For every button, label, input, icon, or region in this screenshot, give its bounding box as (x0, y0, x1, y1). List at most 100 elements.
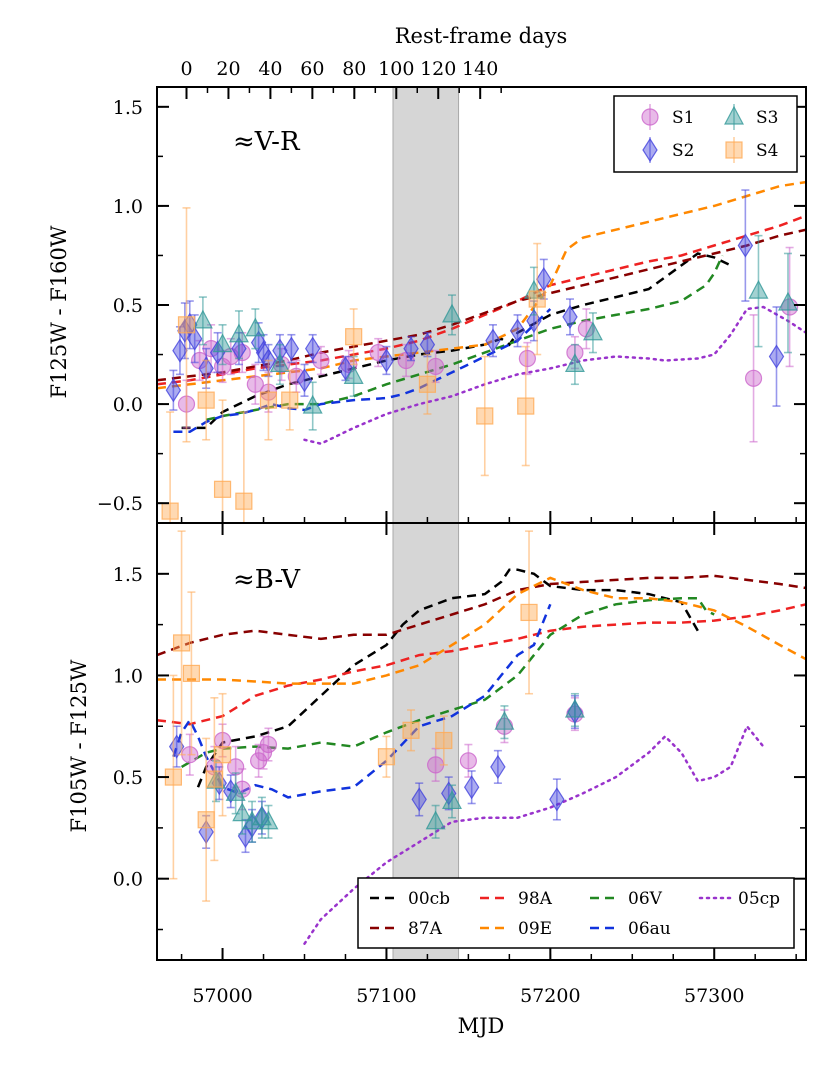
legend-label-98A: 98A (518, 889, 553, 909)
top-tick-label: 100 (378, 58, 414, 80)
data-point-S3 (245, 317, 266, 337)
data-point-S4 (259, 391, 278, 409)
y-tick-label: 1.5 (113, 564, 143, 586)
data-point-S3 (212, 333, 233, 353)
legend-label-06au: 06au (628, 919, 671, 939)
legend-label-06V: 06V (628, 889, 663, 909)
data-point-S4 (517, 397, 535, 415)
legend-bottom: 00cb 98A 06V 05cp 87A 09E 06au (357, 877, 795, 949)
data-point-S3 (343, 365, 364, 384)
plot-layer: −0.5 0.0 0.5 1.0 1.5 0.0 0.5 1.0 1.5 57000 57100 57… (97, 58, 807, 1007)
data-point-S3 (302, 394, 323, 414)
legend-label-S3: S3 (756, 108, 778, 128)
data-point-S2 (283, 336, 300, 361)
data-point-S3 (228, 323, 249, 343)
legend-marker-S4 (725, 141, 743, 159)
data-point-S3 (442, 790, 462, 810)
top-tick-label: 0 (180, 58, 192, 80)
data-point-S2 (485, 328, 501, 353)
panel-top-data (157, 180, 806, 523)
data-point-S1 (259, 735, 278, 754)
data-point-S3 (442, 303, 462, 323)
top-panel-annotation: ≈V-R (233, 127, 301, 157)
template-line-87A (157, 228, 806, 382)
data-point-S2 (509, 318, 526, 343)
y-tick-label: 0.0 (113, 394, 143, 416)
legend-label-S2: S2 (672, 141, 694, 161)
top-axis-label: Rest-frame days (395, 24, 568, 48)
panel-bottom-data (157, 530, 806, 945)
data-point-S2 (768, 344, 785, 369)
data-point-S4 (213, 480, 232, 498)
top-tick-label: 20 (216, 58, 240, 80)
top-tick-label: 120 (420, 58, 456, 80)
data-point-S2 (411, 787, 427, 812)
data-point-S3 (494, 710, 515, 730)
data-point-S4 (435, 731, 453, 750)
data-point-S4 (177, 316, 196, 334)
data-point-S4 (182, 664, 201, 683)
data-point-S1 (254, 744, 273, 762)
data-point-S4 (345, 328, 363, 346)
data-point-S3 (192, 309, 213, 329)
data-point-S3 (582, 321, 603, 341)
template-line-00cb (196, 568, 699, 788)
legend-top: S1 S2 S3 S4 (613, 95, 798, 173)
data-point-S3 (269, 353, 290, 373)
x-axis-label: MJD (458, 1014, 505, 1038)
data-point-S1 (427, 357, 445, 376)
x-tick-label: 57200 (520, 985, 580, 1007)
x-tick-label: 57000 (192, 985, 252, 1007)
y-tick-label: 1.5 (113, 97, 143, 119)
data-point-S3 (425, 810, 446, 830)
legend-top-frame (613, 95, 798, 173)
bottom-y-axis-label: F105W - F125W (67, 659, 91, 832)
template-line-06au (172, 603, 552, 799)
data-point-S4 (402, 721, 420, 739)
data-point-S1 (744, 369, 763, 387)
data-point-S2 (403, 336, 419, 361)
template-line-06V (205, 254, 724, 422)
data-point-S1 (246, 375, 264, 393)
data-point-S4 (528, 290, 546, 308)
legend-label-87A: 87A (408, 919, 443, 939)
data-point-S4 (197, 811, 215, 829)
data-point-S3 (206, 769, 226, 789)
data-point-S4 (476, 407, 494, 425)
data-point-S4 (235, 492, 253, 510)
y-tick-label: 0.0 (113, 869, 143, 891)
legend-label-05cp: 05cp (738, 889, 780, 909)
data-point-S4 (418, 375, 437, 393)
legend-label-09E: 09E (518, 919, 552, 939)
top-tick-label: 60 (300, 58, 324, 80)
data-point-S2 (165, 378, 182, 403)
data-point-S3 (777, 291, 798, 311)
data-point-S3 (564, 698, 585, 718)
legend-label-S1: S1 (672, 108, 694, 128)
data-point-S2 (378, 348, 395, 373)
data-point-S2 (549, 787, 565, 812)
data-point-S4 (205, 770, 223, 788)
bottom-panel-annotation: ≈B-V (233, 565, 301, 595)
legend-marker-S3 (724, 105, 744, 125)
data-point-S4 (377, 748, 396, 766)
data-point-S3 (564, 353, 585, 373)
shaded-region-top (392, 86, 460, 524)
legend-label-S4: S4 (756, 141, 778, 161)
top-tick-label: 40 (258, 58, 282, 80)
y-tick-label: −0.5 (97, 493, 143, 515)
data-point-S2 (536, 267, 552, 292)
template-line-87A (157, 574, 806, 657)
template-line-09E (157, 180, 806, 390)
y-tick-label: 0.5 (113, 295, 143, 317)
y-tick-label: 1.0 (113, 665, 143, 687)
data-point-S3 (225, 782, 246, 801)
template-line-09E (157, 576, 806, 685)
legend-marker-S2 (642, 137, 658, 163)
data-point-S4 (213, 746, 232, 764)
top-tick-label: 80 (342, 58, 366, 80)
y-tick-label: 0.5 (113, 767, 143, 789)
y-tick-label: 1.0 (113, 196, 143, 218)
data-point-S4 (161, 502, 179, 520)
